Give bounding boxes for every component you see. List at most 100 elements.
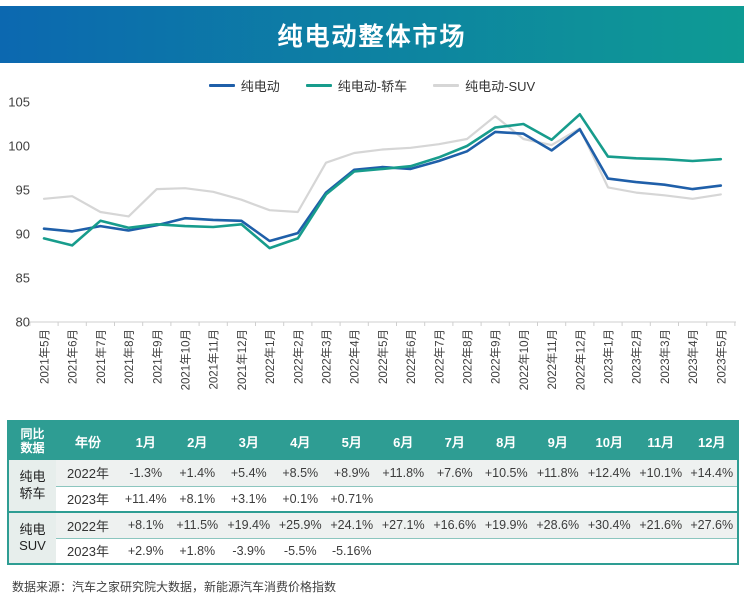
value-cell [429,538,481,564]
table-row: 纯电 轿车 2022年 -1.3% +1.4% +5.4% +8.5% +8.9% +11.8%… [8,460,738,513]
year-cell: 2022年 [56,460,120,487]
y-axis-tick-label: 80 [16,315,30,330]
value-cell [584,538,636,564]
value-cell: +1.4% [171,460,223,487]
yoy-table: 同比 数据 年份 1月 2月 3月 4月 5月 6月 7月 8月 9月 10月 11月 12月 纯电 轿车 202… [7,420,739,565]
month-column-header: 12月 [686,421,738,460]
value-cell: +11.8% [377,460,429,487]
legend-label-suv: 纯电动-SUV [465,78,536,94]
value-cell: +3.1% [230,491,267,506]
x-axis-category-label: 2023年5月 [714,329,728,384]
value-cell: +8.1% [179,491,216,506]
x-axis-category-label: 2022年3月 [320,329,334,384]
x-axis-category-label: 2023年2月 [630,329,644,384]
value-cell: +11.5% [171,511,223,539]
value-cell: +25.9% [274,511,326,539]
x-axis-category-label: 2022年1月 [263,329,277,384]
x-axis-category-label: 2022年7月 [432,329,446,384]
x-axis-category-label: 2022年2月 [291,329,305,384]
value-cell: -3.9% [232,543,266,558]
series-line-1 [42,112,723,250]
value-cell: +2.9% [127,543,164,558]
y-axis-tick-label: 85 [16,271,30,286]
month-column-header: 7月 [429,421,481,460]
value-cell [635,538,687,564]
value-cell: +14.4% [686,460,738,487]
value-cell: -5.5% [283,543,317,558]
value-cell: -1.3% [120,460,172,487]
x-axis-category-label: 2021年10月 [179,329,193,390]
row-group-label: 纯电 轿车 [8,460,56,513]
corner-header: 同比 数据 [8,421,56,460]
value-cell: +27.1% [377,511,429,539]
value-cell: +11.8% [532,460,584,487]
x-axis-category-label: 2022年12月 [573,329,587,390]
month-column-header: 10月 [583,421,635,460]
value-cell: +8.5% [274,460,326,487]
month-column-header: 4月 [274,421,326,460]
legend-label-ev: 纯电动 [240,78,280,94]
x-axis-category-label: 2022年5月 [376,329,390,384]
month-column-header: 5月 [326,421,378,460]
x-axis-category-label: 2022年9月 [489,329,503,384]
x-axis-category-label: 2021年12月 [235,329,249,390]
value-cell [532,486,584,512]
value-cell: +11.4% [124,491,167,506]
x-axis-category-label: 2023年1月 [602,329,616,384]
value-cell: +24.1% [326,511,378,539]
row-group-label: 纯电 SUV [8,511,56,565]
table-row: 纯电 SUV 2022年 +8.1% +11.5% +19.4% +25.9% +24.1% +… [8,511,738,565]
value-cell: +21.6% [635,511,687,539]
value-cell [481,538,533,564]
value-cell: +7.6% [429,460,481,487]
value-cell [481,486,533,512]
page-title: 纯电动整体市场 [277,22,467,51]
x-axis-category-label: 2021年8月 [122,329,136,384]
month-column-header: 3月 [223,421,275,460]
x-axis-category-label: 2022年8月 [461,329,475,384]
x-axis-category-label: 2022年4月 [348,329,362,384]
series-line-2 [42,115,722,218]
value-cell: -5.16% [331,543,372,558]
value-cell: +1.8% [179,543,216,558]
value-cell: +27.6% [686,511,738,539]
year-column-header: 年份 [56,421,120,460]
legend-item-sedan: 纯电动-轿车 [305,76,407,95]
value-cell: +19.4% [223,511,275,539]
x-axis-category-label: 2023年3月 [658,329,672,384]
year-cell: 2023年 [67,492,109,508]
value-cell: +5.4% [223,460,275,487]
x-axis-category-label: 2021年11月 [207,329,221,390]
table-row: 2023年 +2.9% +1.8% -3.9% -5.5% -5.16% [8,538,738,564]
value-cell [532,538,584,564]
x-axis-category-label: 2021年9月 [150,329,164,384]
y-axis-tick-label: 100 [8,139,30,154]
data-source-note: 数据来源：汽车之家研究院大数据，新能源汽车消费价格指数 [12,580,337,594]
value-cell: +8.9% [326,460,378,487]
x-axis-category-label: 2021年5月 [38,329,52,384]
table-row: 2023年 +11.4% +8.1% +3.1% +0.1% +0.71% [8,486,738,512]
value-cell [635,486,687,512]
legend-item-ev: 纯电动 [208,76,280,95]
yoy-table-wrap: 同比 数据 年份 1月 2月 3月 4月 5月 6月 7月 8月 9月 10月 11月 12月 纯电 轿车 202… [7,420,739,565]
month-column-header: 6月 [377,421,429,460]
y-axis-tick-label: 90 [16,227,30,242]
y-axis-tick-label: 95 [16,183,30,198]
legend-swatch-suv [433,83,460,87]
x-axis-category-label: 2023年4月 [686,329,700,384]
y-axis-tick-label: 105 [8,95,30,110]
value-cell: +10.5% [480,460,532,487]
x-axis-category-label: 2021年6月 [66,329,80,384]
year-cell: 2022年 [56,511,120,539]
value-cell: +8.1% [120,511,172,539]
value-cell [687,486,739,512]
x-axis-category-label: 2022年6月 [404,329,418,384]
value-cell [429,486,481,512]
title-bar: 纯电动整体市场 [0,6,744,63]
x-axis-category-label: 2021年7月 [94,329,108,384]
chart-legend: 纯电动 纯电动-轿车 纯电动-SUV [0,76,744,94]
x-axis-category-label: 2022年10月 [517,329,531,390]
value-cell: +0.71% [330,491,374,506]
month-column-header: 8月 [480,421,532,460]
legend-swatch-ev [208,83,235,87]
